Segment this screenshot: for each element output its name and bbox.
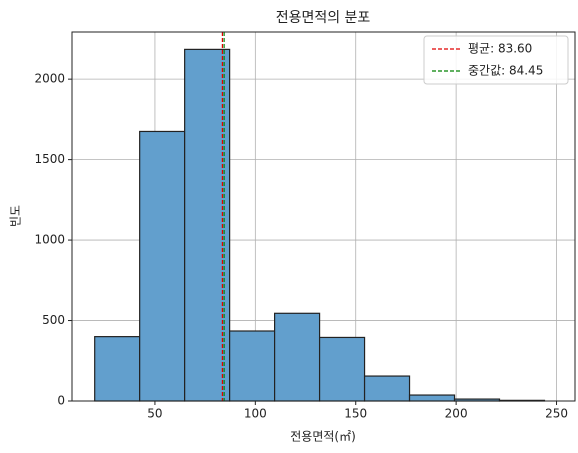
y-tick-label: 2000 [34,72,65,86]
x-tick-label: 50 [147,407,162,421]
y-tick-label: 0 [57,394,65,408]
y-tick-label: 500 [42,313,65,327]
bar [229,330,276,402]
bar [94,336,141,402]
x-tick-label: 100 [244,407,267,421]
bar [274,312,321,402]
y-axis-label: 빈도 [9,205,23,227]
bar [318,336,366,402]
bar [408,394,456,402]
x-tick-label: 250 [545,407,568,421]
chart-title: 전용면적의 분포 [276,10,371,26]
axes-frame [71,31,576,402]
legend-label: 평균: 83.60 [468,42,532,56]
bar [363,375,411,402]
y-tick-label: 1000 [34,233,65,247]
x-tick-label: 150 [344,407,367,421]
x-tick-label: 200 [445,407,468,421]
legend-box [423,35,569,85]
x-axis-label: 전용면적(㎡) [290,430,356,444]
bar [139,130,186,402]
legend-label: 중간값: 84.45 [468,64,543,78]
y-tick-label: 1500 [34,152,65,166]
